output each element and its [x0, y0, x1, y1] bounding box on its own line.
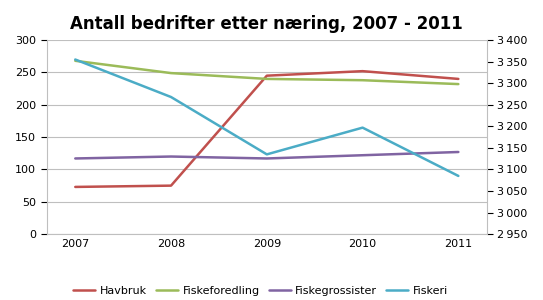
- Title: Antall bedrifter etter næring, 2007 - 2011: Antall bedrifter etter næring, 2007 - 20…: [71, 15, 463, 33]
- Legend: Havbruk, Fiskeforedling, Fiskegrossister, Fiskeri: Havbruk, Fiskeforedling, Fiskegrossister…: [69, 281, 452, 300]
